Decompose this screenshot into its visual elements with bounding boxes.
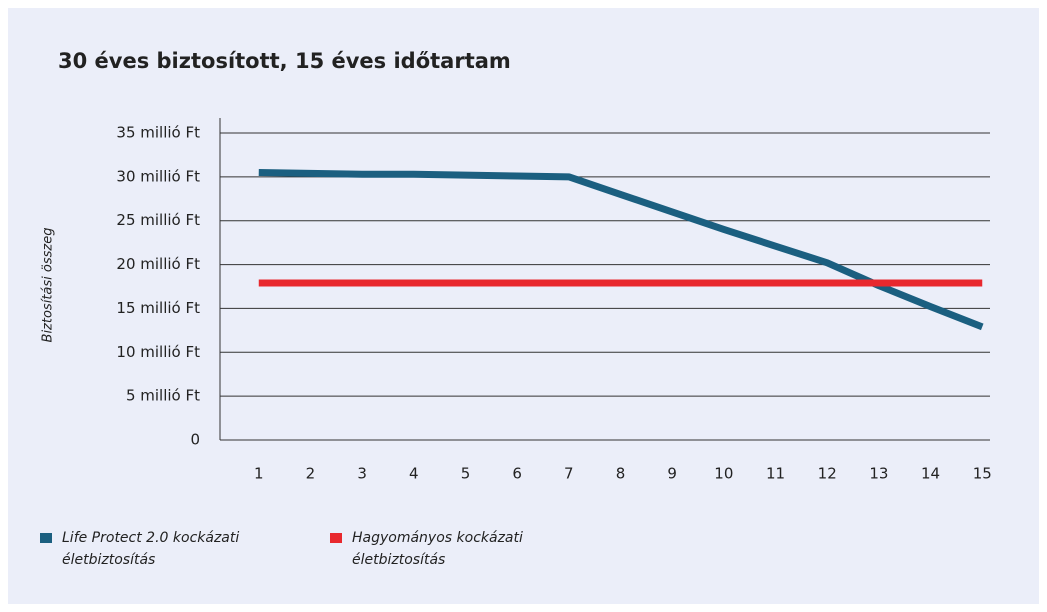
x-tick-label: 3 (357, 465, 367, 483)
y-tick-label: 35 millió Ft (116, 124, 200, 142)
x-tick-label: 14 (921, 465, 940, 483)
x-tick-label: 1 (254, 465, 264, 483)
y-tick-label: 0 (190, 431, 200, 449)
x-tick-label: 8 (616, 465, 626, 483)
x-tick-label: 6 (512, 465, 522, 483)
x-tick-label: 15 (973, 465, 992, 483)
x-tick-label: 9 (667, 465, 677, 483)
x-tick-label: 13 (869, 465, 888, 483)
y-tick-label: 5 millió Ft (126, 387, 200, 405)
legend-label: Hagyományos kockázati életbiztosítás (352, 530, 523, 568)
y-tick-label: 15 millió Ft (116, 299, 200, 317)
legend-swatch (330, 533, 342, 543)
x-tick-label: 4 (409, 465, 419, 483)
y-tick-label: 20 millió Ft (116, 255, 200, 273)
legend-item: Hagyományos kockázati életbiztosítás (330, 527, 592, 571)
x-tick-label: 11 (766, 465, 785, 483)
legend-item: Life Protect 2.0 kockázati életbiztosítá… (40, 527, 302, 571)
y-axis-label: Biztosítási összeg (41, 228, 56, 343)
x-tick-label: 5 (461, 465, 471, 483)
x-tick-label: 7 (564, 465, 574, 483)
chart-title: 30 éves biztosított, 15 éves időtartam (58, 49, 511, 73)
series-line (258, 168, 984, 331)
y-tick-label: 25 millió Ft (116, 211, 200, 229)
x-tick-label: 10 (714, 465, 733, 483)
y-tick-label: 10 millió Ft (116, 343, 200, 361)
legend-label: Life Protect 2.0 kockázati életbiztosítá… (62, 530, 240, 568)
legend-swatch (40, 533, 52, 543)
x-tick-label: 2 (306, 465, 316, 483)
x-tick-label: 12 (818, 465, 837, 483)
y-tick-label: 30 millió Ft (116, 167, 200, 185)
background (8, 8, 1039, 604)
